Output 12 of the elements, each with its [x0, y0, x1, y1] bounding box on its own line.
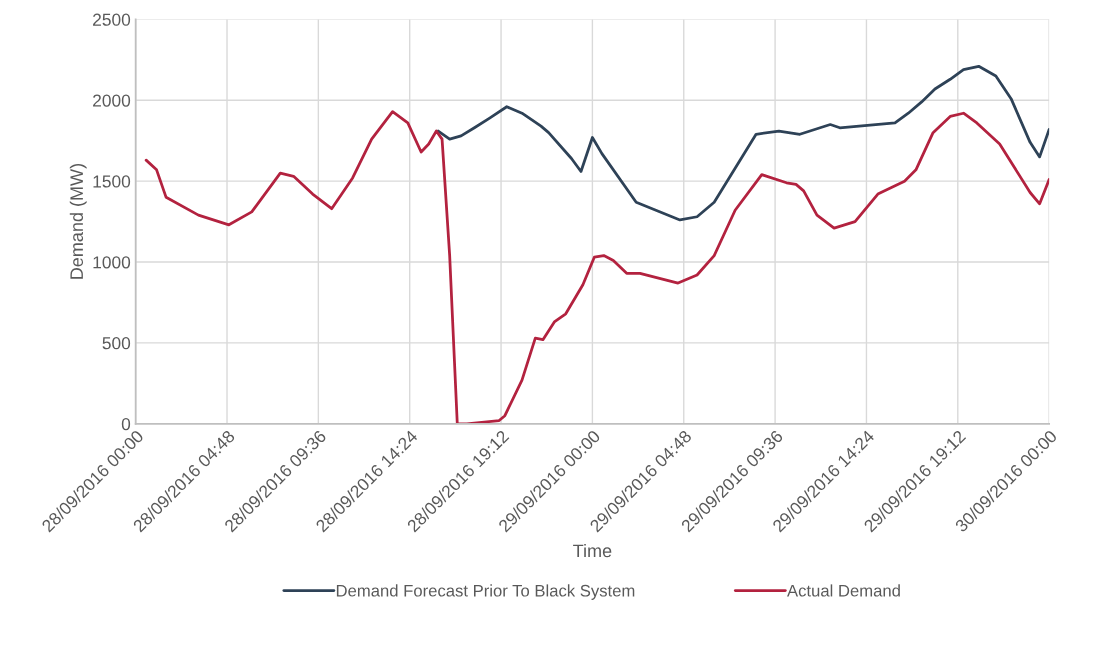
y-tick-label: 2000: [93, 94, 131, 107]
y-tick-label: 1500: [93, 175, 131, 188]
y-tick-label: 500: [102, 337, 131, 350]
line-series: [436, 64, 1050, 222]
y-tick-label: 2500: [93, 13, 131, 26]
y-axis-title: Demand (MW): [69, 164, 87, 279]
y-tick-label: 0: [121, 417, 131, 431]
line-series: [144, 110, 1050, 424]
legend-label: Demand Forecast Prior To Black System: [336, 584, 635, 600]
legend-label: Actual Demand: [787, 584, 900, 597]
x-axis-title: Time: [573, 543, 612, 558]
y-tick-label: 1000: [93, 256, 131, 269]
